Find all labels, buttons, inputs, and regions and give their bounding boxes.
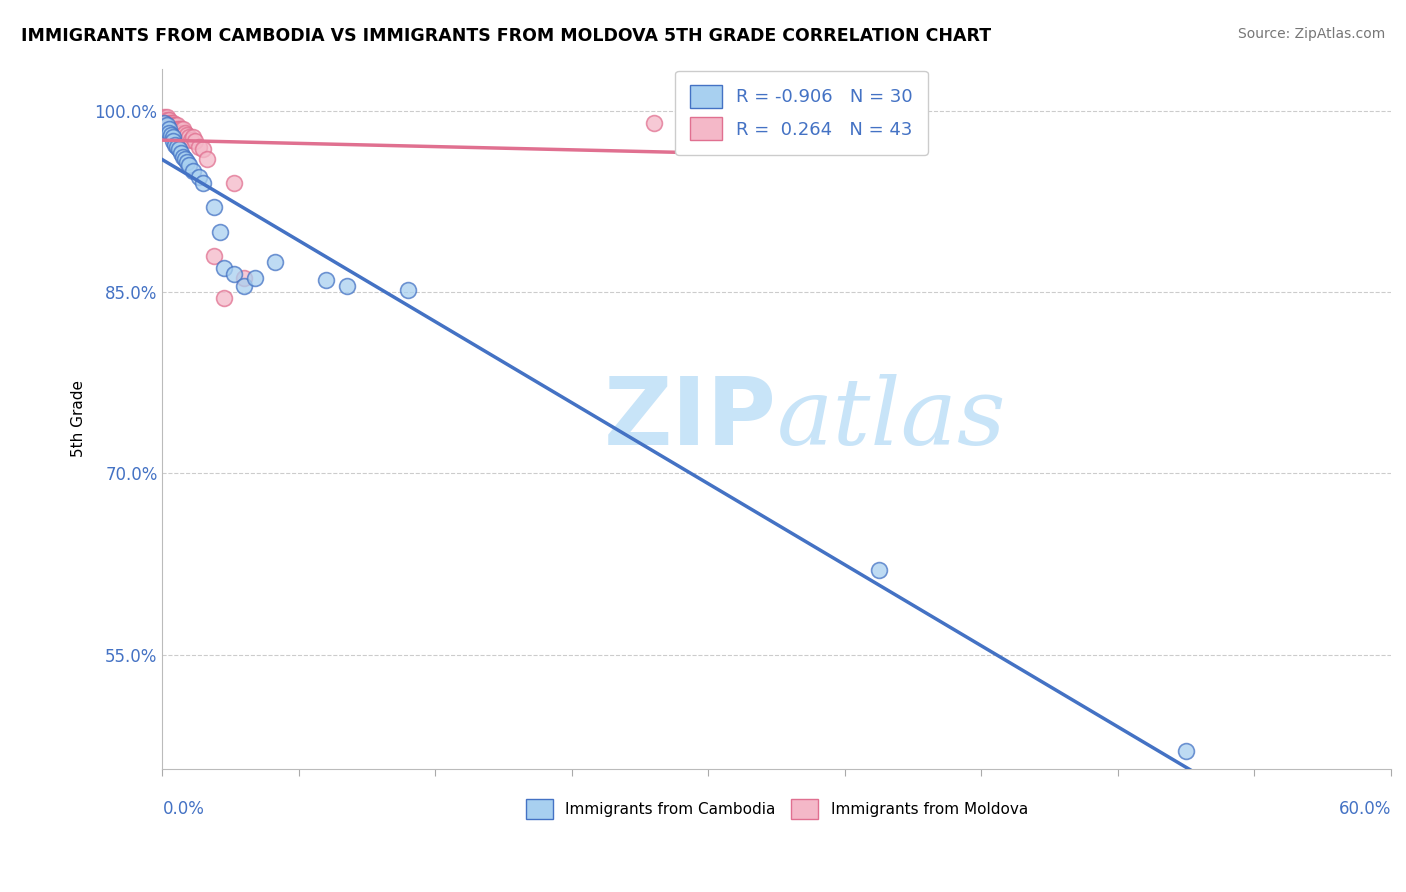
Point <box>170 122 193 136</box>
Point <box>155 116 177 130</box>
Point <box>172 122 194 136</box>
Point <box>159 116 181 130</box>
Point <box>157 122 180 136</box>
Point <box>177 158 200 172</box>
Text: Source: ZipAtlas.com: Source: ZipAtlas.com <box>1237 27 1385 41</box>
Text: 60.0%: 60.0% <box>1339 800 1391 818</box>
Point <box>162 116 184 130</box>
Point <box>868 563 890 577</box>
Point <box>162 130 184 145</box>
Text: IMMIGRANTS FROM CAMBODIA VS IMMIGRANTS FROM MOLDOVA 5TH GRADE CORRELATION CHART: IMMIGRANTS FROM CAMBODIA VS IMMIGRANTS F… <box>21 27 991 45</box>
Point <box>162 122 184 136</box>
Point <box>193 143 215 157</box>
Text: 0.0%: 0.0% <box>163 800 204 818</box>
Point <box>166 122 188 136</box>
Point <box>153 110 176 124</box>
Point <box>170 146 193 161</box>
Point <box>167 122 190 136</box>
Point <box>157 118 180 132</box>
Point <box>243 270 266 285</box>
Point <box>159 128 181 142</box>
Point <box>180 133 202 147</box>
Point <box>153 113 176 128</box>
Point <box>157 122 180 136</box>
Point <box>264 255 287 269</box>
Point <box>193 176 215 190</box>
Point <box>683 122 706 136</box>
Point <box>181 130 204 145</box>
Point <box>159 118 181 132</box>
Point <box>162 134 184 148</box>
Point <box>212 260 235 275</box>
Point <box>153 116 176 130</box>
Point <box>167 143 190 157</box>
Point <box>157 116 180 130</box>
Point <box>163 118 186 132</box>
Point <box>176 154 198 169</box>
Point <box>163 122 186 136</box>
Point <box>202 249 225 263</box>
Point <box>157 113 180 128</box>
Point <box>336 279 359 293</box>
Point <box>197 152 219 166</box>
Point <box>188 170 211 185</box>
Point <box>188 140 211 154</box>
Point <box>208 225 231 239</box>
Point <box>212 291 235 305</box>
Point <box>181 164 204 178</box>
Point <box>177 130 200 145</box>
Point <box>224 267 246 281</box>
Point <box>1175 744 1198 758</box>
Point <box>174 152 197 166</box>
Point <box>170 126 193 140</box>
Point <box>233 279 256 293</box>
Point <box>167 126 190 140</box>
Text: atlas: atlas <box>776 374 1007 464</box>
Point <box>162 118 184 132</box>
Point <box>155 110 177 124</box>
Point <box>176 128 198 142</box>
Point <box>315 273 337 287</box>
Legend: Immigrants from Cambodia, Immigrants from Moldova: Immigrants from Cambodia, Immigrants fro… <box>519 793 1033 825</box>
Y-axis label: 5th Grade: 5th Grade <box>72 380 86 458</box>
Point <box>155 118 177 132</box>
Point <box>224 176 246 190</box>
Point <box>172 128 194 142</box>
Point <box>396 283 419 297</box>
Point <box>166 118 188 132</box>
Point <box>163 137 186 152</box>
Point <box>159 122 181 136</box>
Point <box>155 113 177 128</box>
Point <box>166 140 188 154</box>
Text: ZIP: ZIP <box>603 373 776 465</box>
Point <box>153 116 176 130</box>
Point <box>166 126 188 140</box>
Point <box>233 270 256 285</box>
Point <box>155 118 177 132</box>
Point <box>184 134 207 148</box>
Point <box>202 201 225 215</box>
Point <box>643 116 665 130</box>
Point <box>157 126 180 140</box>
Point <box>174 126 197 140</box>
Point <box>172 150 194 164</box>
